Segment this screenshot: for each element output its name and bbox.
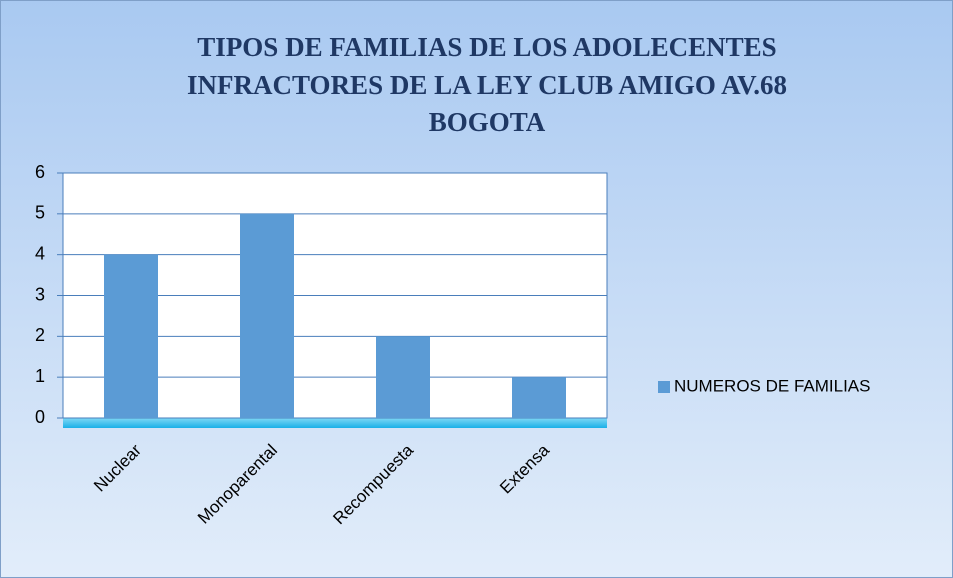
y-tick-label: 0 [35, 407, 45, 427]
y-tick-label: 4 [35, 243, 45, 263]
chart-title: BOGOTA [429, 107, 546, 137]
bar [104, 254, 158, 418]
bar [240, 213, 294, 418]
floor [63, 418, 607, 428]
y-tick-label: 2 [35, 325, 45, 345]
y-tick-label: 1 [35, 366, 45, 386]
legend-label: NUMEROS DE FAMILIAS [674, 376, 870, 395]
chart-title: TIPOS DE FAMILIAS DE LOS ADOLECENTES [197, 32, 776, 62]
y-tick-label: 3 [35, 284, 45, 304]
legend-swatch [658, 381, 670, 393]
chart-title: INFRACTORES DE LA LEY CLUB AMIGO AV.68 [187, 70, 787, 100]
y-tick-label: 5 [35, 203, 45, 223]
bar [376, 336, 430, 418]
bar [512, 377, 566, 418]
y-tick-label: 6 [35, 162, 45, 182]
